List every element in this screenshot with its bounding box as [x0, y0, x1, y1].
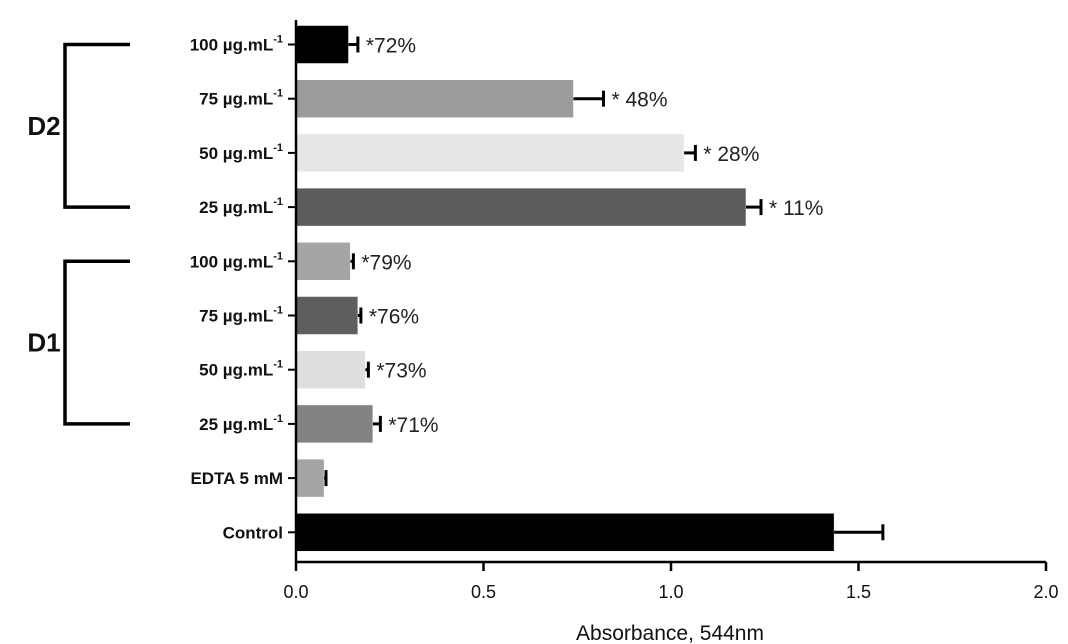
bar: [295, 458, 325, 498]
x-tick-label: 0.5: [471, 582, 496, 602]
bars-layer: [295, 25, 885, 552]
bar: [295, 187, 747, 227]
x-axis-label: Absorbance, 544nm: [576, 622, 764, 644]
group-bracket: [63, 42, 130, 209]
x-tick-label: 0.0: [283, 582, 308, 602]
bar-annotation: *73%: [376, 360, 426, 383]
group-label: D2: [27, 111, 60, 141]
category-label: 50 µg.mL-1: [199, 142, 283, 163]
bar-annotation: *72%: [366, 35, 416, 58]
category-label: Control: [223, 523, 283, 542]
x-tick-label: 2.0: [1033, 582, 1058, 602]
bar-annotation: * 28%: [703, 143, 759, 166]
labels-layer: *72% 100 µg.mL-1 * 48% 75 µg.mL-1 * 28% 50 µg…: [27, 34, 1058, 603]
category-label: 25 µg.mL-1: [199, 413, 283, 434]
bar: [295, 296, 359, 335]
bar-annotation: *76%: [369, 306, 419, 329]
x-tick-label: 1.5: [846, 582, 871, 602]
category-label: 75 µg.mL-1: [199, 305, 283, 326]
bar: [295, 79, 574, 118]
bar-annotation: *71%: [388, 414, 438, 437]
bar: [295, 133, 685, 173]
bar: [295, 513, 835, 552]
axes-layer: [63, 20, 1048, 571]
category-label: 25 µg.mL-1: [199, 196, 283, 217]
category-label: 75 µg.mL-1: [199, 88, 283, 109]
category-label: EDTA 5 mM: [190, 469, 283, 488]
x-tick-label: 1.0: [658, 582, 683, 602]
bar: [295, 242, 351, 281]
group-label: D1: [27, 328, 60, 358]
bar: [295, 404, 374, 444]
category-label: 100 µg.mL-1: [190, 34, 283, 55]
bar-annotation: *79%: [361, 251, 411, 274]
bar-annotation: * 11%: [769, 197, 823, 220]
category-label: 100 µg.mL-1: [190, 250, 283, 271]
category-label: 50 µg.mL-1: [199, 359, 283, 380]
group-bracket: [63, 259, 130, 426]
bar: [295, 25, 349, 64]
bar-annotation: * 48%: [612, 89, 668, 112]
bar: [295, 350, 366, 389]
